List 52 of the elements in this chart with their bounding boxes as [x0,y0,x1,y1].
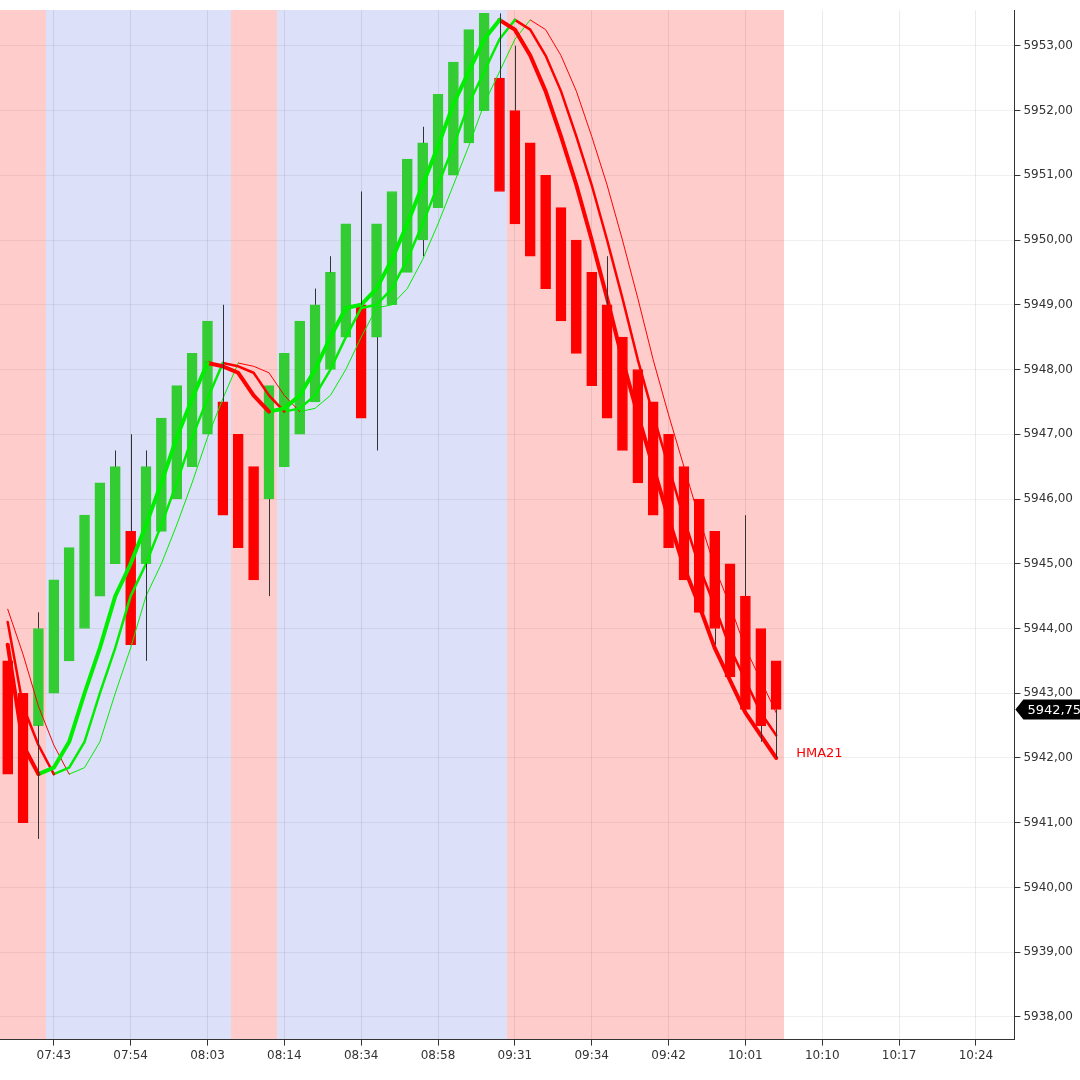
x-tick-label: 08:58 [420,1047,456,1062]
y-tick-label: 5953,00 [1023,37,1073,52]
series-label: HMA21 [796,745,843,761]
candlestick [232,433,244,548]
candlestick [740,514,751,710]
x-tick-label: 09:34 [574,1047,610,1062]
candlestick [709,531,721,646]
candlestick [48,579,60,694]
x-tick-label: 08:34 [343,1047,379,1062]
candlestick [524,142,536,257]
text: 5942,75 [1027,701,1080,717]
x-tick-label: 07:54 [113,1047,148,1062]
y-tick-label: 5944,00 [1023,620,1073,635]
y-tick-label: 5949,00 [1023,296,1073,311]
y-tick-label: 5952,00 [1023,102,1073,117]
y-tick-label: 5938,00 [1023,1009,1073,1024]
y-tick-label: 5943,00 [1023,685,1073,700]
y-tick-label: 5947,00 [1023,426,1073,441]
y-tick-label: 5950,00 [1023,232,1073,247]
x-tick-label: 10:24 [958,1047,994,1062]
y-tick-label: 5939,00 [1023,944,1073,959]
x-tick-label: 10:01 [728,1047,763,1062]
x-tick-label: 09:42 [651,1047,686,1062]
y-tick-label: 5941,00 [1023,814,1073,829]
candlestick [79,514,90,629]
y-tick-label: 5945,00 [1023,555,1073,570]
candlestick [586,272,598,387]
candlestick [248,466,259,581]
candlestick [33,611,44,840]
x-tick-label: 10:10 [804,1047,840,1062]
y-tick-label: 5948,00 [1023,361,1073,376]
candlestick [555,207,567,322]
candlestick [63,547,75,662]
candlestick [540,174,551,289]
candlestick [94,482,106,597]
candlestick [617,336,628,451]
x-tick-label: 10:17 [881,1047,917,1062]
candlestick [294,320,306,435]
x-tick-label: 08:14 [267,1047,302,1062]
y-tick-label: 5942,00 [1023,750,1073,765]
candlestick [279,353,290,467]
x-tick-label: 08:03 [190,1047,225,1062]
candlestick [509,45,521,225]
y-tick-label: 5946,00 [1023,491,1073,506]
y-tick-label: 5940,00 [1023,879,1073,894]
y-tick-label: 5951,00 [1023,167,1073,182]
candlestick [340,223,352,338]
candlestick [109,449,121,565]
candlestick [571,239,582,354]
x-tick-label: 09:31 [497,1047,533,1062]
x-tick-label: 07:43 [36,1047,72,1062]
candlestick [355,190,367,419]
